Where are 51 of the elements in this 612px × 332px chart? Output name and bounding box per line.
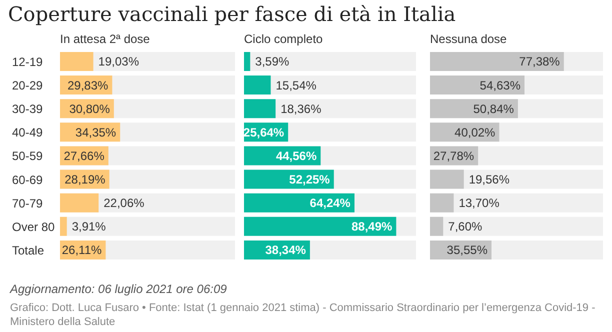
data-label: 27,78% [433, 148, 474, 163]
data-label: 13,70% [458, 196, 500, 210]
data-label: 27,66% [64, 148, 105, 163]
data-label: 30,80% [69, 102, 110, 116]
bar [430, 170, 464, 189]
data-label: 3,91% [72, 220, 106, 234]
chart-subtitle: Ciclo completo [244, 31, 324, 48]
y-tick-label: 30-39 [12, 102, 44, 116]
y-tick-label: 70-79 [12, 196, 44, 210]
data-label: 38,34% [265, 243, 306, 258]
chart-subtitle: In attesa 2ª dose [60, 31, 151, 48]
data-label: 35,55% [446, 243, 488, 258]
y-tick-label: 20-29 [12, 78, 44, 93]
data-label: 52,25% [289, 172, 330, 186]
bar [60, 52, 94, 71]
data-label: 34,35% [75, 125, 116, 140]
y-tick-label: 60-69 [12, 172, 44, 187]
bar [430, 216, 444, 236]
data-label: 44,56% [276, 148, 317, 163]
data-label: 54,63% [480, 78, 521, 92]
y-tick-label: 12-19 [12, 54, 44, 69]
data-label: 7,60% [448, 220, 483, 234]
chart-subtitle: Nessuna dose [430, 31, 508, 48]
data-label: 19,03% [98, 54, 140, 69]
data-label: 64,24% [310, 196, 351, 210]
chart-title: Coperture vaccinali per fasce di età in Italia [8, 2, 456, 26]
data-label: 22,06% [104, 196, 145, 210]
y-tick-label: 40-49 [12, 126, 44, 140]
data-label: 50,84% [473, 102, 514, 116]
data-label: 28,19% [64, 172, 106, 186]
bar [244, 76, 271, 95]
y-tick-label: Totale [12, 243, 44, 258]
data-label: 29,83% [68, 78, 109, 92]
data-label: 3,59% [255, 54, 290, 69]
data-label: 19,56% [468, 172, 510, 186]
text: Aggiornamento: 06 luglio 2021 ore 06:09 [10, 282, 228, 296]
bar [60, 193, 99, 212]
data-label: 77,38% [519, 54, 560, 69]
data-label: 25,64% [243, 125, 284, 140]
bar [244, 99, 276, 118]
data-label: 40,02% [454, 125, 496, 140]
data-label: 15,54% [276, 78, 317, 92]
y-tick-label: 50-59 [12, 149, 44, 164]
data-label: 18,36% [280, 102, 322, 116]
bar [60, 216, 67, 236]
data-label: 26,11% [62, 243, 102, 258]
bar [244, 52, 250, 71]
y-tick-label: Over 80 [12, 220, 56, 234]
data-label: 88,49% [352, 220, 393, 234]
bar [430, 193, 454, 212]
text: Grafico: Dott. Luca Fusaro • Fonte: Istat (1 gennaio 2021 stima) - Commissario Straordinario per l’emergenza Covid-19 - Ministero della Salute [10, 301, 596, 329]
